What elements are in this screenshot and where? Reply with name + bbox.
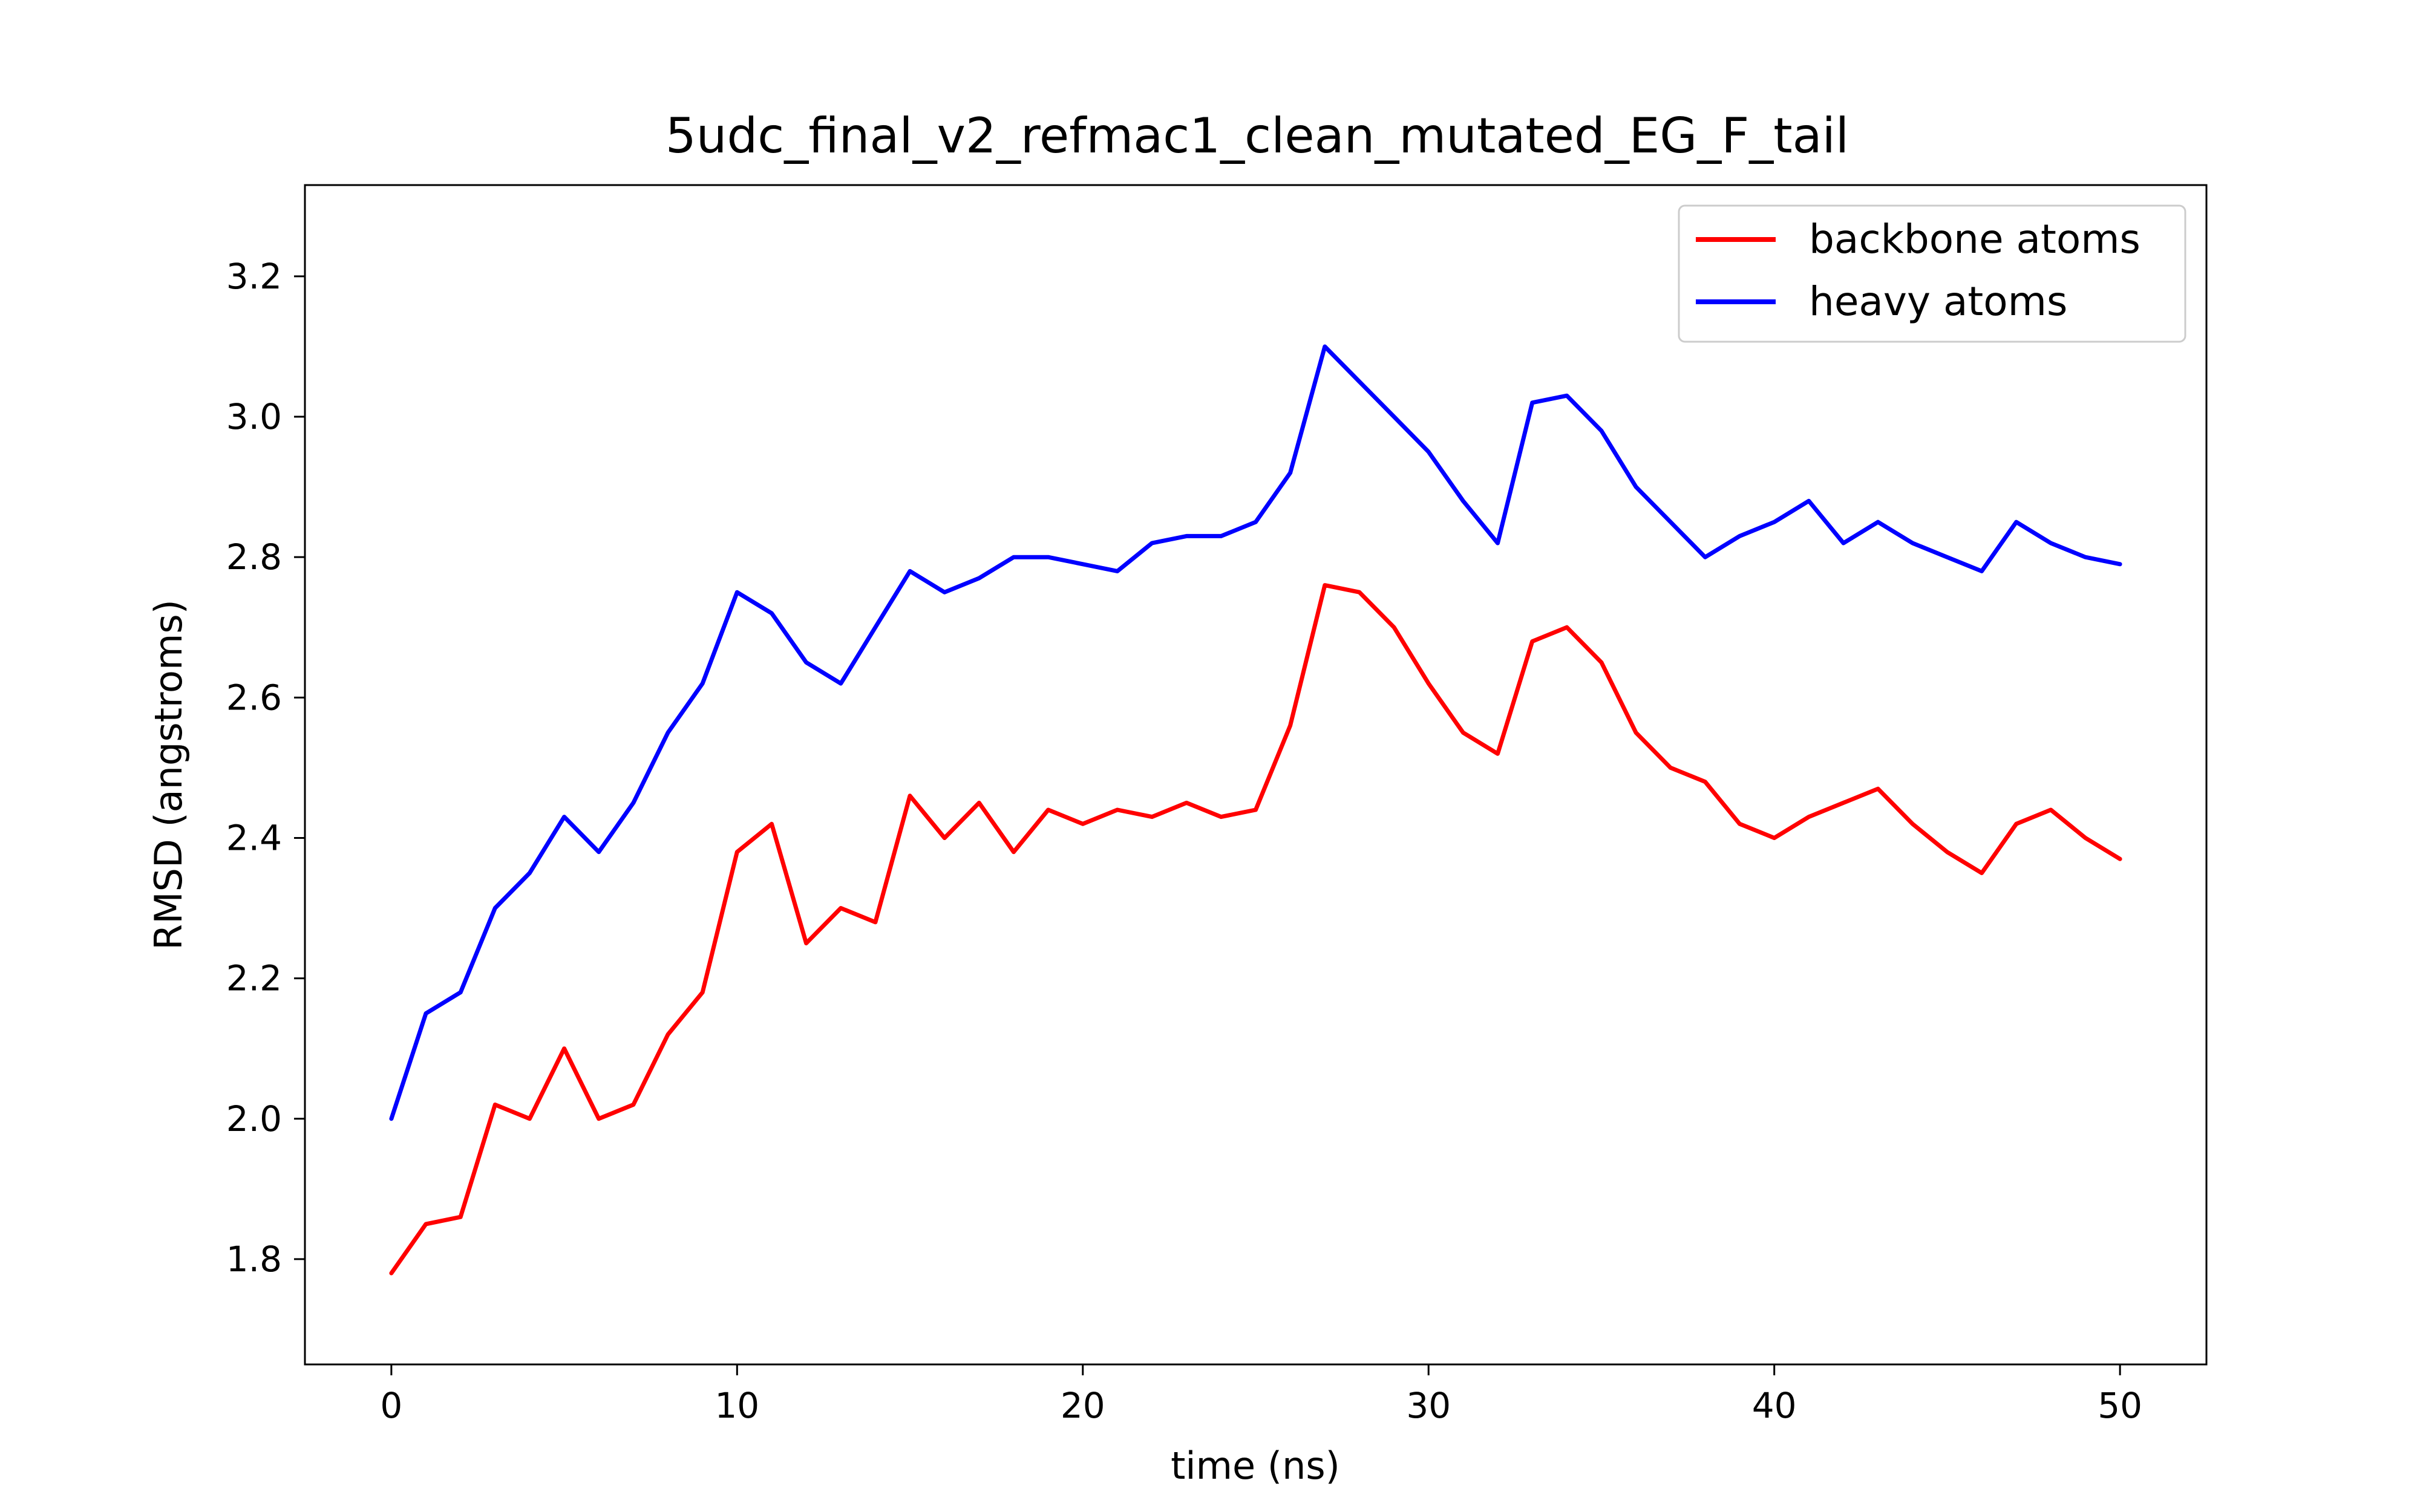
y-tick-label: 3.0 [226, 396, 282, 437]
legend-label-heavy: heavy atoms [1809, 278, 2067, 325]
plot-area [304, 184, 2208, 1366]
x-axis-label: time (ns) [1171, 1444, 1340, 1488]
legend-box [1678, 204, 2186, 343]
x-axis: 0 10 20 30 40 50 [380, 1364, 2142, 1426]
y-tick-label: 2.4 [226, 817, 282, 858]
heavy-atoms-line [389, 344, 2122, 1121]
y-tick-label: 2.8 [226, 536, 282, 578]
legend: backbone atoms heavy atoms [1678, 204, 2186, 343]
y-axis: 1.8 2.0 2.2 2.4 2.6 2.8 3.0 3.2 [226, 256, 305, 1280]
x-tick-label: 0 [380, 1385, 402, 1426]
x-tick-label: 40 [1752, 1385, 1797, 1426]
x-tick-label: 20 [1061, 1385, 1105, 1426]
x-tick-label: 10 [715, 1385, 759, 1426]
series-layer [389, 344, 2122, 1276]
chart-title: 5udc_final_v2_refmac1_clean_mutated_EG_F… [666, 108, 1849, 164]
y-tick-label: 3.2 [226, 256, 282, 297]
plot-frame [304, 184, 2208, 1366]
legend-label-backbone: backbone atoms [1809, 216, 2140, 262]
backbone-atoms-line [389, 583, 2122, 1276]
x-tick-label: 30 [1406, 1385, 1451, 1426]
y-tick-label: 2.6 [226, 677, 282, 718]
x-tick-label: 50 [2098, 1385, 2142, 1426]
y-tick-label: 2.0 [226, 1098, 282, 1139]
y-tick-label: 2.2 [226, 958, 282, 999]
y-tick-label: 1.8 [226, 1239, 282, 1280]
y-axis-label: RMSD (angstroms) [146, 599, 191, 950]
